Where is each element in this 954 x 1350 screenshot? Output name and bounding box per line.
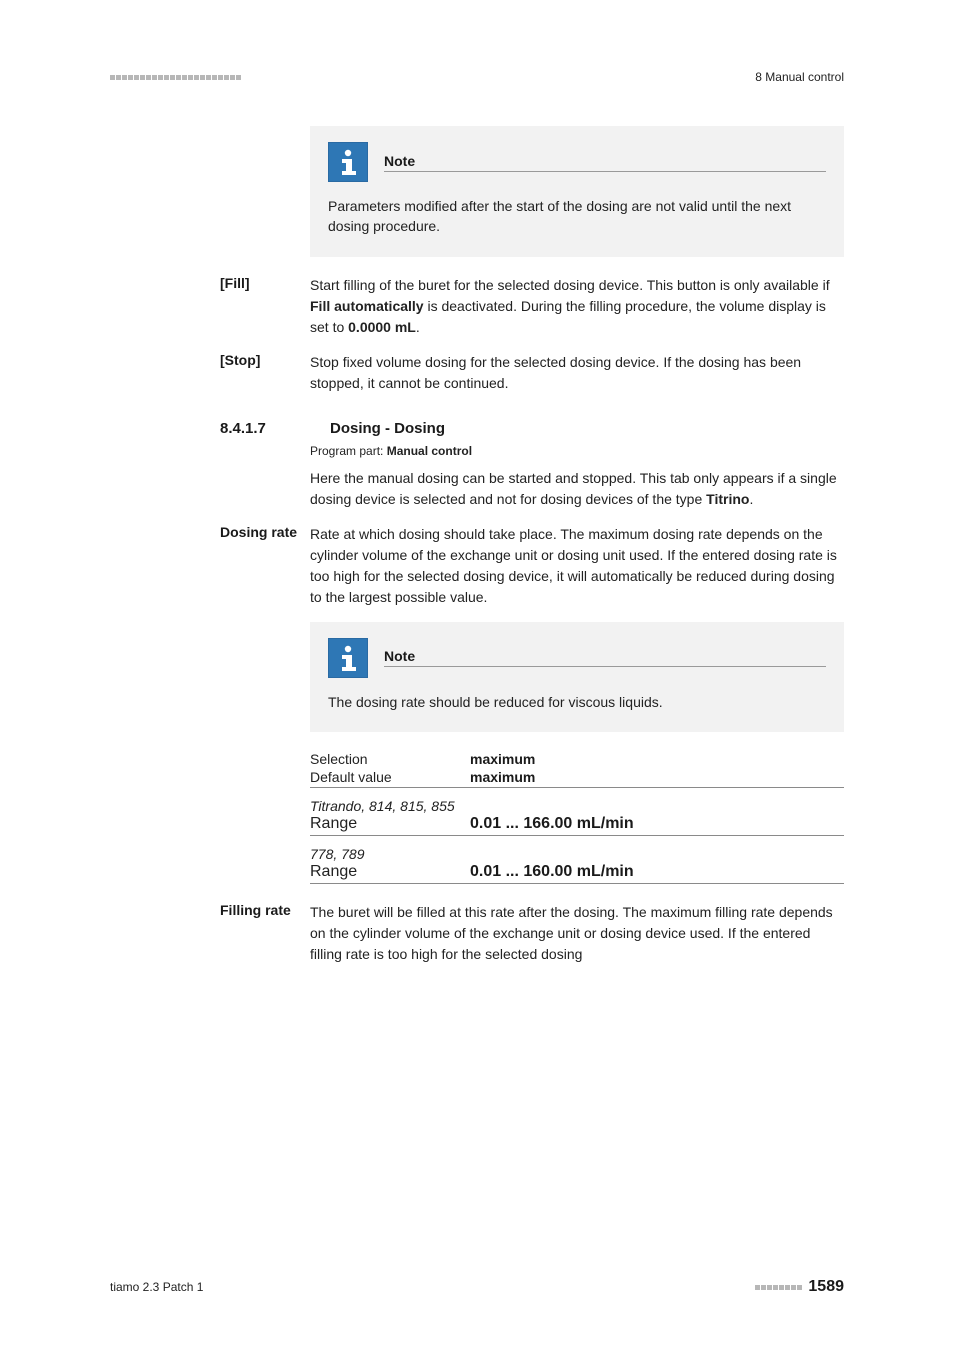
note-header: Note [328, 638, 826, 678]
fill-body: Start filling of the buret for the selec… [310, 275, 844, 338]
dosing-rate-note-box: Note The dosing rate should be reduced f… [310, 622, 844, 732]
section-intro-post: . [749, 491, 753, 507]
note-block-1: Note Parameters modified after the start… [310, 126, 844, 257]
kv-row: Default valuemaximum [310, 768, 844, 788]
section-intro-pre: Here the manual dosing can be started an… [310, 470, 837, 507]
page: 8 Manual control Note Parameters modifie… [0, 0, 954, 1350]
section-intro: Here the manual dosing can be started an… [310, 468, 844, 510]
section-number: 8.4.1.7 [220, 420, 266, 437]
range-value: 0.01 ... 160.00 mL/min [470, 863, 634, 881]
range-label: Range [310, 863, 470, 881]
note-body: Parameters modified after the start of t… [328, 196, 826, 237]
note-title: Note [384, 648, 826, 667]
stop-body: Stop fixed volume dosing for the selecte… [310, 352, 844, 394]
dosing-rate-groups: Titrando, 814, 815, 855Range0.01 ... 166… [310, 798, 844, 884]
footer-left: tiamo 2.3 Patch 1 [110, 1280, 203, 1294]
filling-rate-body: The buret will be filled at this rate af… [310, 902, 844, 965]
page-number: 1589 [808, 1278, 844, 1296]
range-value: 0.01 ... 166.00 mL/min [470, 815, 634, 833]
range-label: Range [310, 815, 470, 833]
footer-right: 1589 [755, 1278, 844, 1296]
fill-text-post: . [416, 319, 420, 335]
program-part-label: Program part: [310, 444, 387, 458]
fill-text: Start filling of the buret for the selec… [310, 275, 844, 338]
note-header: Note [328, 142, 826, 182]
filling-rate-text: The buret will be filled at this rate af… [310, 902, 844, 965]
kv-val: maximum [470, 751, 535, 767]
note-title: Note [384, 153, 826, 172]
note-title-wrap: Note [384, 648, 826, 667]
filling-rate-label: Filling rate [220, 902, 291, 918]
kv-row: Selectionmaximum [310, 750, 844, 768]
range-group-head: Titrando, 814, 815, 855 [310, 798, 844, 814]
dosing-rate-kv: SelectionmaximumDefault valuemaximum [310, 750, 844, 788]
range-group-head: 778, 789 [310, 846, 844, 862]
header-marks [110, 75, 241, 80]
info-icon [328, 638, 368, 678]
kv-key: Default value [310, 769, 470, 785]
fill-text-pre: Start filling of the buret for the selec… [310, 277, 830, 293]
stop-text: Stop fixed volume dosing for the selecte… [310, 352, 844, 394]
section-title: Dosing - Dosing [330, 420, 445, 437]
page-header: 8 Manual control [110, 70, 844, 84]
program-part-value: Manual control [387, 444, 472, 458]
fill-text-bold2: 0.0000 mL [348, 319, 416, 335]
note-body: The dosing rate should be reduced for vi… [328, 692, 826, 712]
dosing-rate-label: Dosing rate [220, 524, 297, 540]
info-icon [328, 142, 368, 182]
footer-marks [755, 1285, 802, 1290]
section-intro-bold: Titrino [706, 491, 749, 507]
kv-val: maximum [470, 769, 535, 785]
chapter-label: 8 Manual control [755, 70, 844, 84]
program-part: Program part: Manual control [310, 444, 844, 458]
note-title-wrap: Note [384, 153, 826, 172]
section-body: Program part: Manual control Here the ma… [310, 444, 844, 510]
fill-label: [Fill] [220, 275, 250, 291]
dosing-rate-body: Rate at which dosing should take place. … [310, 524, 844, 884]
range-row: Range0.01 ... 160.00 mL/min [310, 862, 844, 884]
range-row: Range0.01 ... 166.00 mL/min [310, 814, 844, 836]
kv-key: Selection [310, 751, 470, 767]
stop-label: [Stop] [220, 352, 260, 368]
note-box: Note Parameters modified after the start… [310, 126, 844, 257]
fill-text-bold1: Fill automatically [310, 298, 424, 314]
dosing-rate-text: Rate at which dosing should take place. … [310, 524, 844, 608]
page-footer: tiamo 2.3 Patch 1 1589 [110, 1278, 844, 1296]
